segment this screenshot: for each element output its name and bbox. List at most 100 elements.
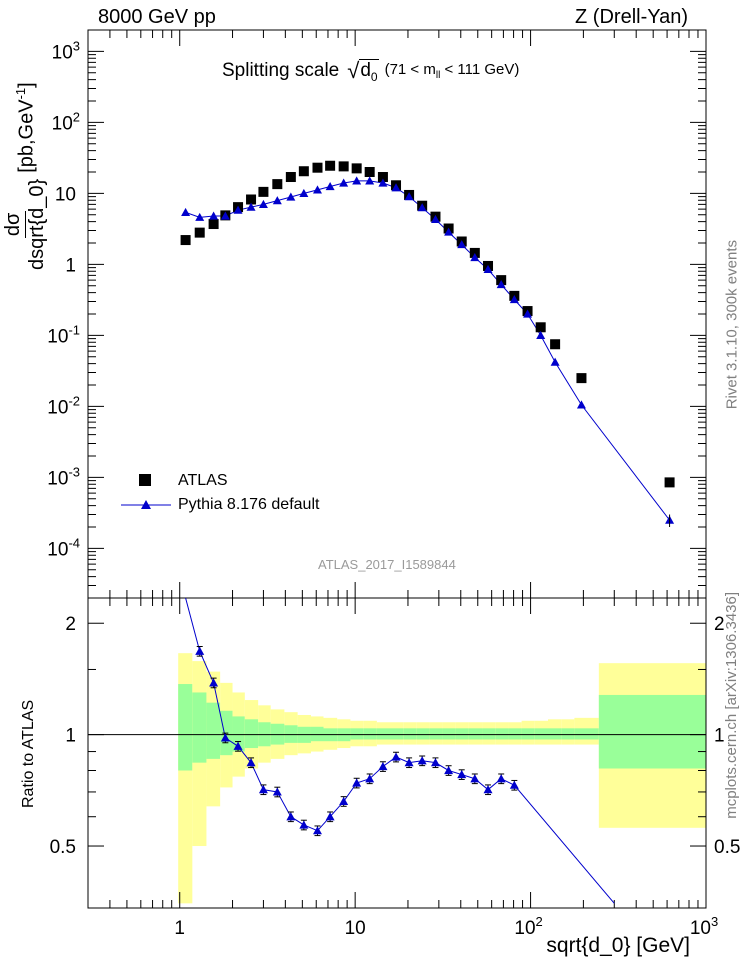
pythia-point — [233, 205, 243, 214]
header-process-label: 8000 GeV pp — [98, 6, 216, 28]
pythia-point — [220, 211, 230, 220]
pythia-line — [185, 180, 670, 521]
ratio-panel-frame — [87, 597, 707, 909]
legend-atlas-label: ATLAS — [178, 472, 228, 489]
band-inner — [206, 702, 221, 759]
title-radicand: d0 — [359, 58, 379, 84]
band-inner — [310, 726, 324, 742]
ratio-frame-rect — [87, 597, 707, 909]
band-inner — [561, 728, 575, 740]
title-main: Splitting scale — [222, 60, 340, 81]
pythia-point — [391, 183, 401, 192]
mcplots-info: mcplots.cern.ch [arXiv:1306.3436] — [723, 592, 740, 819]
band-inner — [442, 728, 456, 740]
pythia-point — [181, 207, 191, 216]
ratio-tick-label-left: 0.5 — [50, 837, 76, 858]
band-inner — [495, 728, 509, 740]
ratio-point — [299, 820, 309, 829]
ratio-point — [444, 765, 454, 775]
band-inner — [455, 728, 469, 740]
ratio-tick-label-left: 2 — [65, 614, 76, 635]
ratio-point — [404, 758, 414, 767]
pythia-point — [470, 252, 480, 262]
ratio-point — [352, 778, 362, 787]
band-inner — [192, 692, 207, 763]
chart-title: Splitting scale √ d0 (71 < mll < 111 GeV… — [222, 58, 519, 84]
band-inner — [548, 728, 562, 740]
ratio-point — [417, 756, 427, 765]
pythia-point — [404, 192, 414, 201]
ratio-point — [430, 758, 440, 767]
rivet-info: Rivet 3.1.10, 300k events — [723, 240, 740, 410]
band-inner — [598, 694, 706, 769]
analysis-watermark: ATLAS_2017_I1589844 — [318, 557, 456, 572]
ratio-tick-label-right: 1 — [714, 726, 725, 747]
y-tick-label: 10-2 — [47, 393, 80, 418]
pythia-point — [246, 202, 256, 211]
header-observable-label: Z (Drell-Yan) — [575, 6, 688, 28]
atlas-point — [180, 235, 191, 246]
band-inner — [534, 728, 549, 740]
atlas-point — [377, 172, 388, 183]
ratio-tick-label-right: 0.5 — [714, 837, 740, 858]
atlas-point — [576, 373, 587, 384]
atlas-point — [246, 194, 257, 205]
pythia-curve — [185, 180, 670, 521]
band-inner — [416, 728, 430, 740]
pythia-point — [272, 196, 282, 205]
ratio-point — [312, 826, 322, 835]
x-tick-label: 102 — [514, 914, 542, 939]
pythia-point — [536, 330, 546, 339]
band-inner — [244, 719, 259, 749]
atlas-point — [298, 166, 309, 177]
atlas-point — [469, 247, 480, 258]
pythia-point — [258, 199, 268, 208]
ratio-point — [509, 780, 519, 789]
legend-pythia-label: Pythia 8.176 default — [178, 496, 320, 513]
tick-labels: 10-4 10-3 10-2 10-1 1 10 102 103 1 10 102 103 0.5 0.5… — [47, 38, 740, 939]
pythia-point — [365, 176, 375, 185]
ratio-point — [286, 812, 296, 821]
legend-markers — [121, 474, 171, 509]
band-inner — [232, 716, 245, 752]
band-inner — [482, 728, 496, 740]
ratio-point — [272, 787, 282, 796]
ratio-uncertainty-bands — [178, 653, 706, 904]
ratio-tick-label-right: 2 — [714, 614, 725, 635]
y-tick-label: 10 — [55, 184, 76, 205]
band-inner — [574, 728, 599, 740]
atlas-point — [550, 339, 561, 350]
pythia-points — [181, 176, 675, 527]
title-cut: (71 < mll < 111 GeV) — [384, 61, 520, 81]
y-tick-label: 10-3 — [47, 464, 80, 489]
band-inner — [363, 728, 377, 740]
pythia-point — [352, 176, 362, 185]
ratio-point — [220, 733, 230, 742]
x-tick-label: 1 — [174, 918, 185, 939]
atlas-point — [364, 167, 375, 177]
ratio-point — [233, 741, 243, 750]
pythia-point — [209, 211, 219, 220]
pythia-point — [496, 280, 506, 289]
y-axis-fraction: dσ dsqrt{d_0} — [2, 178, 48, 270]
ratio-point — [339, 796, 349, 806]
band-inner — [376, 728, 390, 740]
ratio-point — [457, 770, 467, 779]
ratio-point — [378, 762, 388, 771]
y-axis-label: dσ dsqrt{d_0} [pb,GeV-1] — [2, 82, 49, 270]
y-tick-label: 102 — [52, 109, 80, 134]
band-inner — [429, 728, 443, 740]
atlas-point — [325, 160, 336, 171]
atlas-point — [351, 163, 362, 174]
atlas-point — [535, 322, 546, 333]
pythia-point — [457, 240, 467, 249]
y-axis-units: [pb,GeV-1] — [12, 82, 38, 173]
atlas-point — [272, 179, 283, 190]
ratio-axis-label: Ratio to ATLAS — [20, 699, 37, 808]
atlas-point — [258, 186, 269, 197]
atlas-point — [285, 172, 296, 183]
ratio-point — [246, 758, 256, 767]
legend-atlas-marker — [139, 474, 151, 486]
band-inner — [521, 728, 535, 740]
